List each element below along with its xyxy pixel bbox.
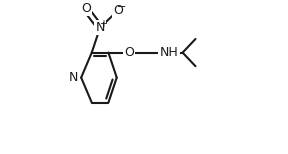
Text: NH: NH: [160, 46, 178, 59]
Text: O: O: [113, 4, 123, 17]
Text: +: +: [99, 19, 107, 29]
Text: O: O: [81, 2, 91, 15]
Text: O: O: [124, 46, 134, 59]
Text: −: −: [117, 2, 126, 12]
Text: N: N: [95, 21, 105, 34]
Text: N: N: [69, 71, 78, 84]
